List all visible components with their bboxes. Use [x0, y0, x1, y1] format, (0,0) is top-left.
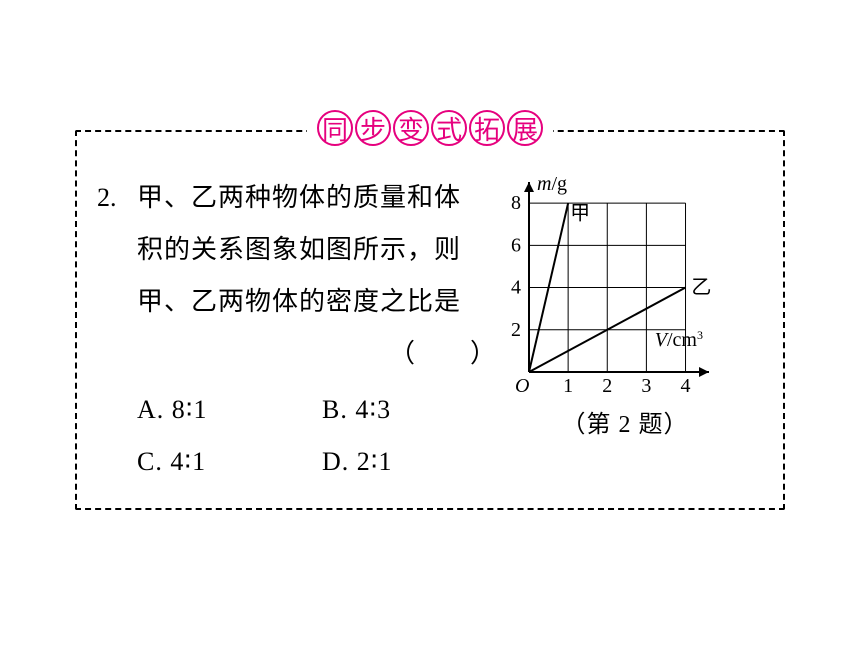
stem-line: 甲、乙两物体的密度之比是 [137, 276, 507, 328]
stem-line: 积的关系图象如图所示，则 [137, 224, 507, 276]
svg-text:2: 2 [602, 375, 612, 397]
option-d: D. 2∶1 [322, 436, 507, 488]
svg-text:1: 1 [563, 375, 573, 397]
svg-text:3: 3 [641, 375, 651, 397]
chart-svg: 甲乙 1 2 3 4 2 4 6 8 Om/g V/cm3 [485, 162, 745, 402]
question-stem: 甲、乙两种物体的质量和体 积的关系图象如图所示，则 甲、乙两物体的密度之比是 （… [137, 172, 507, 380]
svg-text:4: 4 [681, 375, 691, 397]
mass-volume-chart: 甲乙 1 2 3 4 2 4 6 8 Om/g V/cm3 （第 2 题） [485, 162, 765, 462]
svg-text:4: 4 [511, 277, 521, 299]
banner-char: 变 [393, 110, 429, 146]
svg-text:甲: 甲 [570, 203, 590, 225]
option-b: B. 4∶3 [322, 384, 507, 436]
banner-char: 同 [317, 110, 353, 146]
figure-caption: （第 2 题） [485, 404, 765, 439]
svg-text:8: 8 [511, 192, 521, 214]
dashed-question-box: 同 步 变 式 拓 展 2. 甲、乙两种物体的质量和体 积的关系图象如图所示，则… [75, 130, 785, 510]
svg-text:2: 2 [511, 319, 521, 341]
option-a: A. 8∶1 [137, 384, 322, 436]
banner-char: 展 [507, 110, 543, 146]
banner-char: 式 [431, 110, 467, 146]
banner-char: 拓 [469, 110, 505, 146]
options: A. 8∶1 B. 4∶3 C. 4∶1 D. 2∶1 [137, 384, 507, 488]
svg-text:O: O [515, 375, 529, 397]
question-number: 2. [97, 172, 137, 488]
stem-line: 甲、乙两种物体的质量和体 [137, 172, 507, 224]
svg-text:V/cm3: V/cm3 [655, 328, 703, 351]
svg-text:乙: 乙 [691, 277, 711, 299]
option-c: C. 4∶1 [137, 436, 322, 488]
svg-text:6: 6 [511, 234, 521, 256]
svg-text:m/g: m/g [537, 173, 567, 195]
page: 同 步 变 式 拓 展 2. 甲、乙两种物体的质量和体 积的关系图象如图所示，则… [0, 0, 860, 645]
banner-char: 步 [355, 110, 391, 146]
section-banner: 同 步 变 式 拓 展 [307, 110, 553, 146]
answer-paren: （ ） [137, 328, 507, 380]
